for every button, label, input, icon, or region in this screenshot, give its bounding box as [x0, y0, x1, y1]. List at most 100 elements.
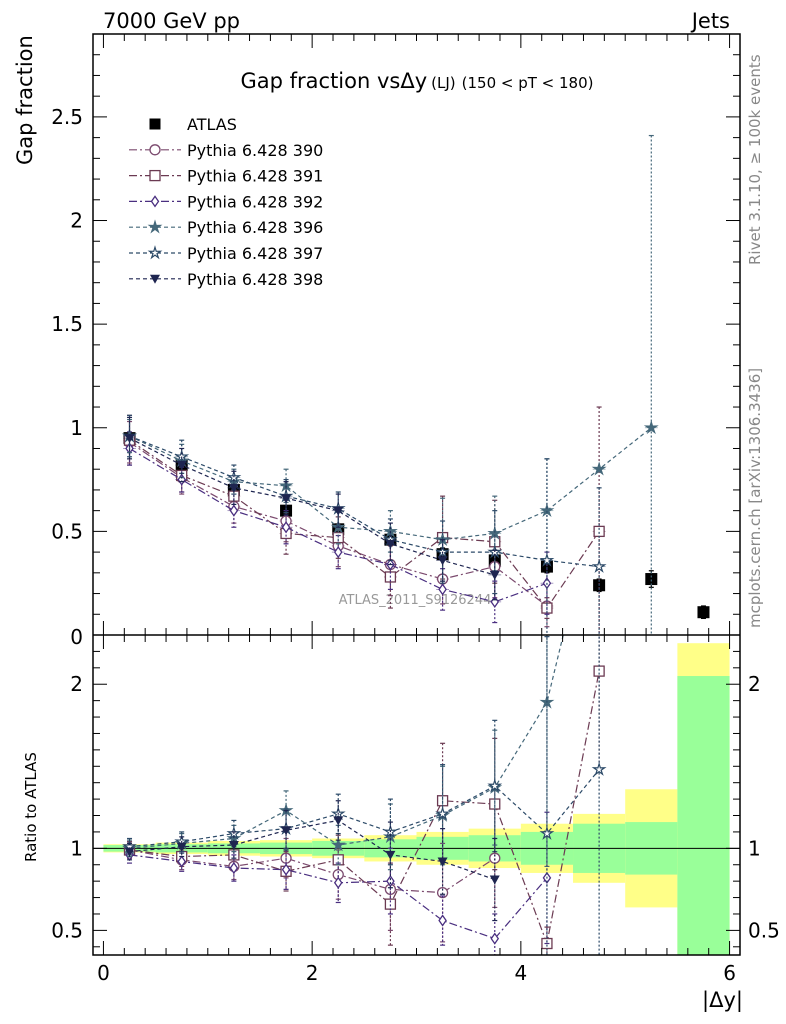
x-axis-label: |Δy|	[702, 988, 743, 1013]
legend-item: Pythia 6.428 398	[129, 270, 323, 289]
data-point	[697, 606, 710, 619]
series-pythia-6-428-391	[123, 635, 605, 955]
ratio-y-tick-label: 2	[70, 672, 83, 696]
legend-item: Pythia 6.428 390	[129, 141, 323, 160]
legend-label: Pythia 6.428 397	[187, 244, 323, 263]
ratio-uncertainty-bands	[93, 643, 740, 955]
ratio-y-tick-label: 0.5	[51, 918, 83, 942]
legend-item: Pythia 6.428 396	[129, 218, 323, 237]
series-line	[129, 849, 496, 894]
data-point	[437, 556, 448, 566]
y-tick-label: 1.5	[51, 312, 83, 336]
series-line	[129, 819, 495, 881]
y-tick-label: 2.5	[51, 105, 83, 129]
data-point	[333, 545, 343, 559]
data-point	[330, 837, 346, 852]
data-point	[228, 841, 239, 851]
data-point	[177, 855, 186, 868]
data-point	[591, 761, 607, 776]
data-point	[229, 504, 239, 517]
y-tick-label: 0	[70, 625, 83, 649]
legend-label: Pythia 6.428 392	[187, 192, 323, 211]
chart-title-range: (150 < pT < 180)	[462, 74, 594, 92]
data-point	[385, 539, 396, 549]
series-line	[129, 437, 495, 576]
data-point	[147, 219, 163, 234]
chart-title-var: Δy	[400, 69, 427, 93]
data-point	[176, 842, 187, 852]
data-point	[147, 245, 163, 260]
data-point	[539, 552, 555, 567]
rivet-version-label: Rivet 3.1.10, ≥ 100k events	[746, 54, 764, 265]
legend-item: Pythia 6.428 392	[129, 192, 323, 211]
series-pythia-6-428-398	[124, 800, 500, 922]
data-point	[149, 118, 161, 130]
chart-title-lj: (LJ)	[431, 74, 456, 92]
legend-item: Pythia 6.428 391	[129, 167, 323, 186]
series-line	[129, 441, 548, 607]
data-point	[333, 876, 343, 889]
data-point	[385, 850, 396, 860]
y-tick-label: 2	[70, 209, 83, 233]
ratio-band-inner	[677, 676, 730, 955]
data-point	[489, 570, 500, 580]
data-point	[149, 169, 161, 182]
series-line	[129, 769, 600, 848]
data-point	[438, 583, 447, 596]
data-point	[150, 274, 160, 284]
data-point	[281, 863, 291, 876]
x-tick-label: 2	[306, 961, 319, 985]
y-tick-label: 1	[70, 416, 83, 440]
data-point	[643, 419, 659, 435]
data-point	[437, 857, 448, 867]
legend-label: Pythia 6.428 396	[187, 218, 323, 237]
legend-item: ATLAS	[149, 115, 237, 134]
ratio-y-tick-label-right: 2	[748, 672, 761, 696]
main-y-axis-label: Gap fraction	[13, 35, 37, 165]
x-tick-label: 0	[97, 961, 110, 985]
data-point	[281, 494, 292, 504]
data-point	[228, 483, 239, 493]
x-tick-label: 4	[514, 961, 527, 985]
series-pythia-6-428-396	[122, 635, 564, 871]
data-point	[489, 875, 500, 885]
data-point	[124, 847, 135, 857]
series-line	[129, 447, 548, 603]
data-point	[435, 544, 451, 559]
ratio-y-tick-label: 1	[70, 836, 83, 860]
y-tick-label: 0.5	[51, 519, 83, 543]
data-point	[435, 806, 451, 821]
series-line	[129, 635, 564, 849]
data-point	[490, 932, 500, 945]
series-line	[129, 427, 652, 541]
data-point	[333, 506, 344, 516]
series-pythia-6-428-397	[122, 414, 607, 635]
data-point	[591, 461, 607, 476]
mcplots-source-label: mcplots.cern.ch [arXiv:1306.3436]	[746, 368, 764, 628]
data-point	[281, 521, 291, 534]
main-panel-series	[122, 134, 710, 635]
series-pythia-6-428-397	[122, 635, 607, 955]
analysis-watermark: ATLAS_2011_S9126244	[339, 593, 492, 608]
jets-label: Jets	[690, 9, 730, 33]
x-tick-label: 6	[723, 961, 736, 985]
data-point	[229, 861, 239, 875]
data-point	[176, 461, 187, 471]
collision-label: 7000 GeV pp	[103, 9, 240, 33]
ratio-panel-series	[122, 635, 607, 955]
data-point	[539, 502, 555, 517]
legend-label: Pythia 6.428 390	[187, 141, 323, 160]
series-atlas	[123, 432, 710, 620]
ratio-y-axis-label: Ratio to ATLAS	[22, 752, 40, 862]
data-point	[645, 573, 658, 586]
data-point	[150, 195, 160, 208]
series-line	[129, 439, 600, 610]
data-point	[591, 558, 607, 573]
series-line	[129, 435, 600, 568]
data-point	[438, 914, 447, 927]
legend: ATLAS Pythia 6.428 390 Pythia 6.428 391 Pyt…	[129, 115, 323, 289]
data-point	[333, 816, 344, 826]
legend-label: Pythia 6.428 398	[187, 270, 323, 289]
ratio-y-tick-label-right: 1	[748, 836, 761, 860]
